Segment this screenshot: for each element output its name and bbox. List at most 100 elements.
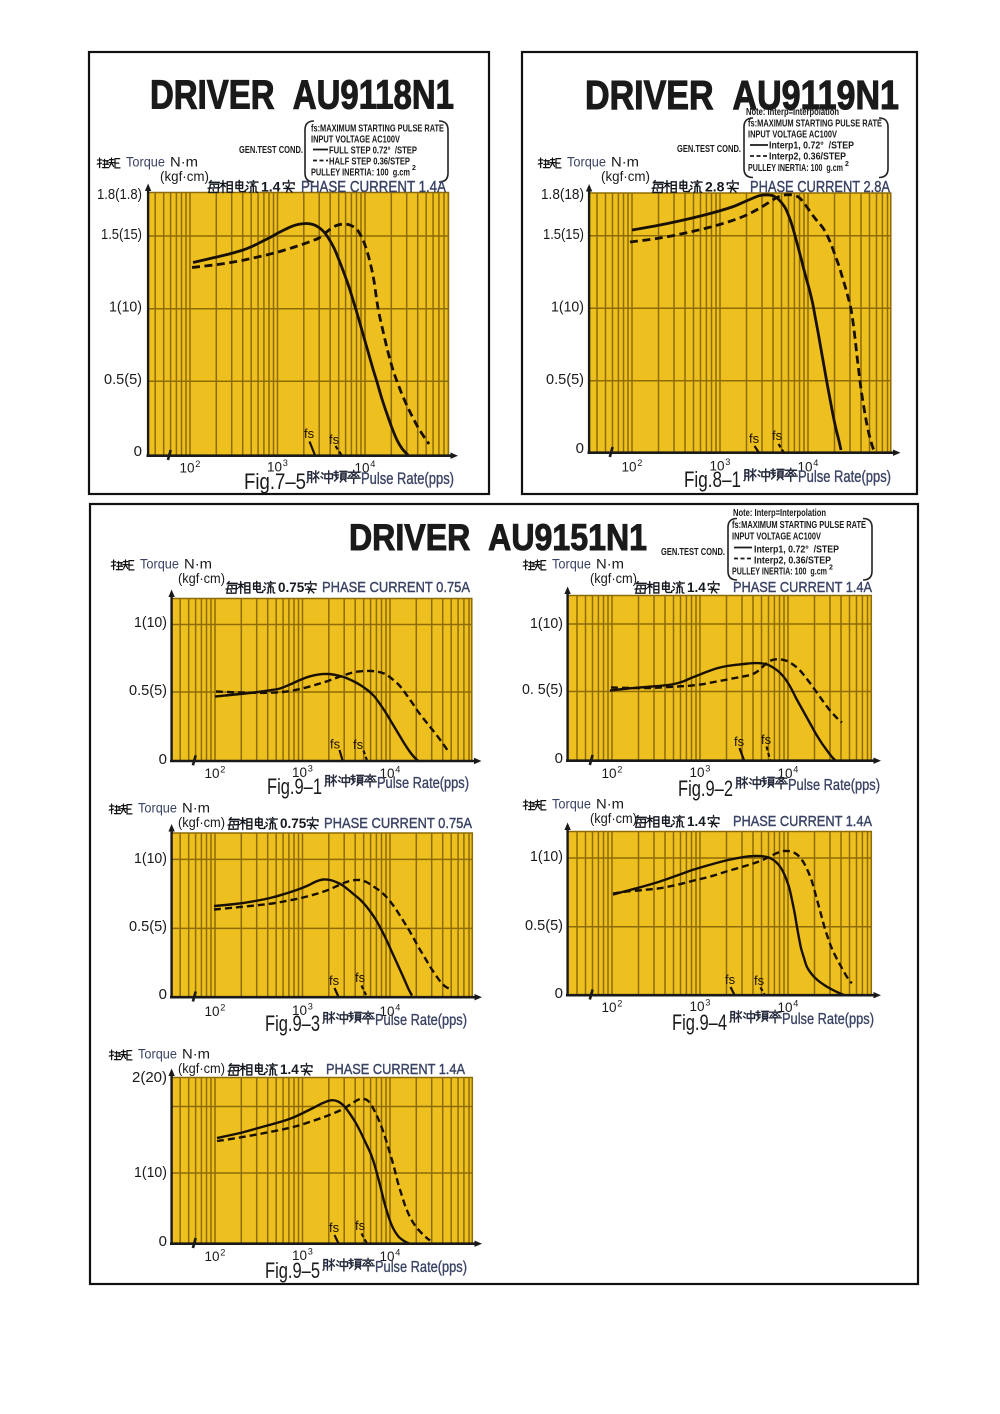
svg-text:INPUT VOLTAGE AC100V: INPUT VOLTAGE AC100V	[732, 531, 821, 543]
svg-text:fs: fs	[329, 973, 340, 988]
svg-text:Pulse Rate(pps): Pulse Rate(pps)	[375, 1012, 467, 1029]
svg-text:Torque: Torque	[138, 1047, 177, 1062]
svg-text:2: 2	[617, 999, 622, 1009]
svg-text:1.4: 1.4	[687, 814, 706, 829]
svg-text:PHASE CURRENT 1.4A: PHASE CURRENT 1.4A	[326, 1061, 465, 1078]
svg-text:Note: Interp=Interpolation: Note: Interp=Interpolation	[733, 507, 826, 519]
svg-text:PHASE CURRENT 0.75A: PHASE CURRENT 0.75A	[322, 579, 470, 596]
svg-text:0: 0	[555, 750, 563, 767]
svg-text:2.8: 2.8	[705, 179, 725, 195]
svg-text:DRIVER AU9118N1: DRIVER AU9118N1	[150, 72, 454, 118]
svg-text:fs: fs	[329, 432, 340, 447]
svg-text:10: 10	[204, 766, 219, 781]
svg-text:10: 10	[379, 1004, 394, 1019]
svg-text:Pulse Rate(pps): Pulse Rate(pps)	[361, 470, 454, 488]
svg-text:0: 0	[159, 986, 167, 1003]
svg-text:Fig.7–5: Fig.7–5	[244, 469, 306, 494]
svg-text:(kgf·cm): (kgf·cm)	[178, 1060, 225, 1076]
svg-text:FULL STEP 0.72° /STEP: FULL STEP 0.72° /STEP	[329, 145, 417, 157]
svg-text:1(10): 1(10)	[530, 848, 563, 865]
svg-text:fs: fs	[725, 972, 736, 987]
svg-text:10: 10	[797, 460, 812, 475]
svg-text:10: 10	[292, 1248, 307, 1263]
svg-text:Interp1, 0.72° /STEP: Interp1, 0.72° /STEP	[754, 544, 839, 556]
svg-text:N·m: N·m	[182, 1047, 210, 1062]
svg-text:fs: fs	[329, 1220, 340, 1235]
svg-text:1.8(1.8): 1.8(1.8)	[97, 186, 142, 203]
svg-text:DRIVER AU9151N1: DRIVER AU9151N1	[349, 517, 647, 558]
svg-text:PHASE CURRENT 1.4A: PHASE CURRENT 1.4A	[733, 813, 872, 830]
svg-text:3: 3	[725, 457, 730, 467]
svg-text:10: 10	[379, 1249, 394, 1264]
svg-text:fs:MAXIMUM STARTING PULSE RATE: fs:MAXIMUM STARTING PULSE RATE	[732, 519, 866, 531]
svg-text:Fig.9–5: Fig.9–5	[265, 1258, 320, 1283]
svg-text:2: 2	[220, 765, 225, 775]
svg-text:2: 2	[412, 165, 416, 172]
svg-text:Fig.9–3: Fig.9–3	[265, 1011, 320, 1036]
svg-text:N·m: N·m	[184, 557, 212, 572]
svg-text:1(10): 1(10)	[109, 299, 142, 316]
svg-text:Note: Interp=Interpolation: Note: Interp=Interpolation	[746, 106, 839, 118]
svg-text:Pulse Rate(pps): Pulse Rate(pps)	[782, 1011, 874, 1028]
svg-text:(kgf·cm): (kgf·cm)	[590, 570, 637, 586]
svg-text:Pulse Rate(pps): Pulse Rate(pps)	[788, 777, 880, 794]
svg-text:Torque: Torque	[138, 801, 177, 816]
svg-text:10: 10	[777, 1000, 792, 1015]
svg-text:3: 3	[308, 1247, 313, 1257]
svg-text:DRIVER AU9119N1: DRIVER AU9119N1	[585, 72, 899, 118]
svg-text:1(10): 1(10)	[551, 299, 584, 316]
svg-text:INPUT VOLTAGE AC100V: INPUT VOLTAGE AC100V	[311, 134, 400, 146]
svg-text:4: 4	[793, 999, 798, 1009]
svg-text:3: 3	[283, 458, 288, 468]
svg-text:1.5(15): 1.5(15)	[543, 226, 584, 243]
svg-text:N·m: N·m	[596, 797, 624, 812]
svg-text:1(10): 1(10)	[134, 1164, 167, 1181]
svg-text:2: 2	[845, 161, 849, 168]
svg-text:0.5(5): 0.5(5)	[546, 371, 584, 388]
svg-text:2: 2	[220, 1248, 225, 1258]
svg-text:10: 10	[621, 460, 636, 475]
svg-text:Fig.9–1: Fig.9–1	[267, 774, 322, 799]
svg-text:fs: fs	[304, 426, 315, 441]
svg-text:2: 2	[829, 565, 833, 572]
svg-text:N·m: N·m	[170, 155, 198, 170]
svg-text:4: 4	[395, 1003, 400, 1013]
svg-text:1(10): 1(10)	[134, 850, 167, 867]
svg-text:INPUT VOLTAGE AC100V: INPUT VOLTAGE AC100V	[748, 129, 837, 141]
svg-text:0.5(5): 0.5(5)	[129, 682, 167, 699]
svg-text:N·m: N·m	[182, 801, 210, 816]
svg-text:10: 10	[204, 1249, 219, 1264]
svg-text:10: 10	[379, 766, 394, 781]
svg-text:PULLEY INERTIA: 100 g.cm: PULLEY INERTIA: 100 g.cm	[748, 162, 843, 174]
svg-text:1(10): 1(10)	[134, 614, 167, 631]
svg-text:0.5(5): 0.5(5)	[129, 918, 167, 935]
svg-text:0: 0	[159, 1233, 167, 1250]
svg-text:fs: fs	[734, 734, 745, 749]
svg-text:fs: fs	[353, 737, 364, 752]
svg-text:4: 4	[370, 459, 375, 469]
svg-text:(kgf·cm): (kgf·cm)	[601, 168, 650, 184]
svg-text:10: 10	[179, 461, 194, 476]
svg-text:0: 0	[576, 440, 584, 457]
svg-text:N·m: N·m	[611, 155, 639, 170]
svg-text:1.8(18): 1.8(18)	[541, 186, 584, 203]
svg-text:1.4: 1.4	[687, 580, 706, 595]
svg-text:2: 2	[195, 459, 200, 469]
svg-text:Pulse Rate(pps): Pulse Rate(pps)	[798, 468, 891, 486]
svg-text:10: 10	[292, 1003, 307, 1018]
svg-text:Torque: Torque	[140, 557, 179, 572]
svg-text:fs: fs	[761, 732, 772, 747]
svg-text:10: 10	[267, 460, 282, 475]
svg-text:fs: fs	[355, 1218, 366, 1233]
svg-text:2: 2	[637, 458, 642, 468]
svg-text:Pulse Rate(pps): Pulse Rate(pps)	[377, 775, 469, 792]
svg-text:fs: fs	[754, 973, 765, 988]
svg-text:GEN.TEST COND.: GEN.TEST COND.	[239, 144, 303, 156]
svg-text:4: 4	[395, 765, 400, 775]
svg-text:4: 4	[793, 765, 798, 775]
svg-text:10: 10	[292, 765, 307, 780]
svg-text:10: 10	[601, 1000, 616, 1015]
svg-text:3: 3	[705, 764, 710, 774]
svg-text:0: 0	[159, 751, 167, 768]
svg-text:0.75: 0.75	[278, 580, 305, 595]
